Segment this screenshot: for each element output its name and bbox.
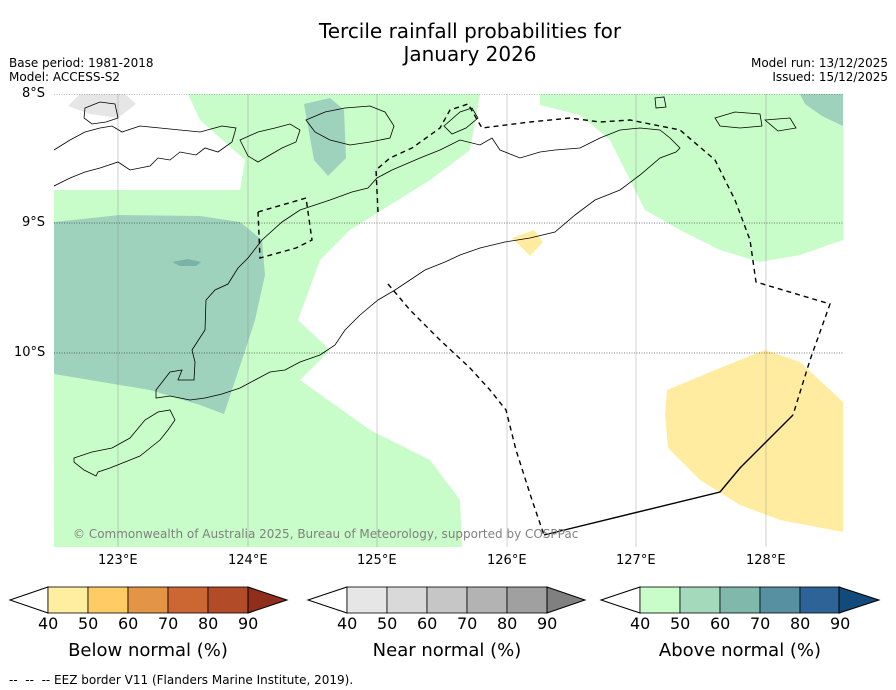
colorbar-above-under — [599, 586, 641, 614]
colorbar-above-over — [838, 586, 881, 614]
colorbar-segment — [759, 586, 801, 614]
lon-label-128e: 128°E — [746, 553, 786, 568]
lon-label-126e: 126°E — [487, 553, 527, 568]
above-normal-region-50-60-northeast — [800, 94, 843, 126]
lon-label-124e: 124°E — [228, 553, 268, 568]
below-normal-region-southeast — [665, 350, 843, 532]
colorbar-segment — [426, 586, 468, 614]
copyright-text: © Commonwealth of Australia 2025, Bureau… — [73, 527, 579, 541]
model-name: Model: ACCESS-S2 — [9, 70, 121, 84]
graticule — [54, 94, 843, 547]
colorbar-tick-label: 90 — [238, 614, 259, 633]
map-title-line-2: January 2026 — [403, 42, 537, 66]
colorbar-tick-label: 80 — [198, 614, 219, 633]
colorbar-tick-label: 80 — [497, 614, 518, 633]
colorbar-tick-label: 60 — [118, 614, 139, 633]
map-title-line-1: Tercile rainfall probabilities for — [318, 19, 622, 43]
colorbar-segment — [167, 586, 209, 614]
colorbar-segment — [799, 586, 841, 614]
colorbar-segment — [207, 586, 249, 614]
colorbar-segment — [466, 586, 508, 614]
colorbar-tick-label: 40 — [337, 614, 358, 633]
island-northeast-coastline-1 — [714, 111, 763, 129]
colorbar-tick-label: 80 — [790, 614, 811, 633]
coastlines — [54, 96, 797, 477]
timor-coastline — [155, 127, 681, 401]
colorbar-tick-label: 50 — [78, 614, 99, 633]
colorbar-below-over — [247, 586, 289, 614]
lat-label-9s: 9°S — [22, 215, 46, 230]
issued-date: Issued: 15/12/2025 — [772, 70, 888, 84]
eez-border-note: -- -- -- EEZ border V11 (Flanders Marine… — [9, 673, 354, 687]
above-normal-region-west — [54, 94, 480, 547]
colorbar-tick-label: 60 — [417, 614, 438, 633]
lon-label-125e: 125°E — [357, 553, 397, 568]
colorbar-segment — [127, 586, 169, 614]
lat-label-8s: 8°S — [22, 86, 46, 101]
wetar-coastline — [443, 107, 479, 135]
lat-label-10s: 10°S — [14, 345, 46, 360]
colorbar-segment — [719, 586, 761, 614]
colorbar-tick-label: 40 — [38, 614, 59, 633]
lon-label-123e: 123°E — [98, 553, 138, 568]
eez-border — [257, 103, 831, 536]
colorbar-above-label: Above normal (%) — [658, 640, 822, 661]
colorbar-tick-label: 50 — [670, 614, 691, 633]
colorbar-near-over — [546, 586, 587, 614]
colorbar-segment — [639, 586, 681, 614]
colorbar-tick-label: 90 — [830, 614, 851, 633]
island-north-coastline-1 — [54, 125, 237, 187]
above-normal-region-60-70 — [172, 259, 201, 266]
island-north-coastline-4 — [305, 105, 395, 146]
island-northeast-coastline-3 — [764, 117, 797, 132]
colorbar-tick-label: 40 — [630, 614, 651, 633]
colorbar-above-normal — [599, 586, 881, 614]
colorbar-segment — [47, 586, 89, 614]
colorbar-below-normal — [8, 586, 289, 614]
colorbar-tick-label: 70 — [158, 614, 179, 633]
colorbar-near-under — [306, 586, 348, 614]
colorbar-tick-label: 70 — [750, 614, 771, 633]
above-normal-region-northeast — [540, 94, 843, 262]
lon-label-127e: 127°E — [616, 553, 656, 568]
colorbar-tick-label: 90 — [537, 614, 558, 633]
colorbar-segment — [386, 586, 428, 614]
eez-solid-segment — [543, 414, 794, 536]
colorbar-segment — [679, 586, 721, 614]
colorbar-tick-label: 60 — [710, 614, 731, 633]
above-normal-region-50-60-west — [54, 215, 265, 414]
colorbar-below-under — [8, 586, 49, 614]
island-southwest-coastline — [73, 409, 176, 477]
colorbar-segment — [87, 586, 129, 614]
colorbar-tick-label: 70 — [457, 614, 478, 633]
colorbar-segment — [506, 586, 548, 614]
island-north-coastline-2 — [83, 101, 119, 125]
colorbar-near-normal — [306, 586, 587, 614]
model-run: Model run: 13/12/2025 — [750, 56, 888, 70]
base-period: Base period: 1981-2018 — [9, 56, 154, 70]
colorbar-segment — [346, 586, 388, 614]
colorbar-tick-label: 50 — [377, 614, 398, 633]
island-northeast-coastline-2 — [654, 96, 667, 109]
colorbar-near-label: Near normal (%) — [372, 640, 522, 661]
colorbar-below-label: Below normal (%) — [68, 640, 228, 661]
island-north-coastline-3 — [239, 123, 301, 163]
